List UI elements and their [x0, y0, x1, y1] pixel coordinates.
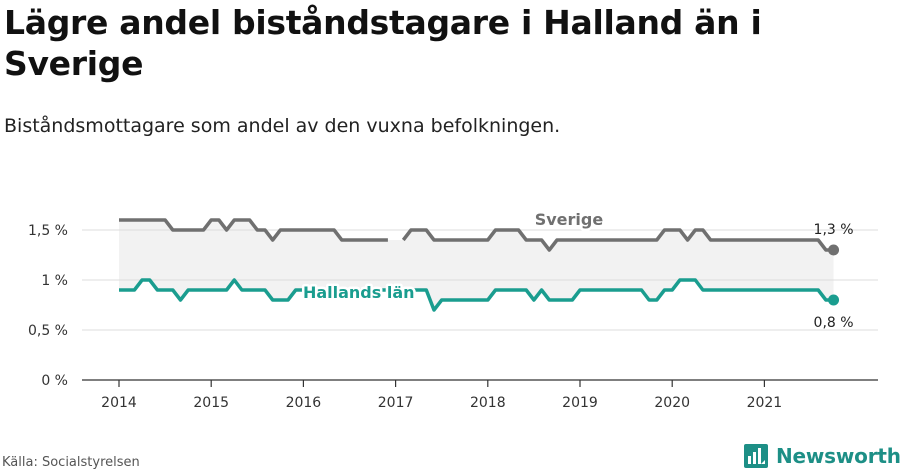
- end-value-label: 1,3 %: [814, 222, 854, 238]
- end-value-label: 0,8 %: [814, 315, 854, 331]
- source-note: Källa: Socialstyrelsen: [2, 455, 140, 470]
- grid-layer: 0 % 0,5 % 1 % 1,5 % 2014 2015 2016 2017 2018 2019…: [28, 223, 878, 411]
- series-line-sverige: [119, 218, 388, 242]
- series-line-halland: [403, 278, 834, 312]
- brand-name: Newsworthy: [776, 444, 900, 468]
- series-label-sverige: Sverige: [535, 210, 604, 229]
- y-tick-label: 1,5 %: [28, 223, 68, 239]
- range-band-layer: [119, 220, 834, 310]
- x-tick-label: 2016: [286, 395, 322, 411]
- page-title: Lägre andel biståndstagare i Halland än …: [4, 3, 762, 83]
- series-label-halland: Hallands län: [303, 283, 415, 302]
- page-subtitle: Biståndsmottagare som andel av den vuxna…: [4, 115, 561, 137]
- end-point-halland: [828, 294, 840, 306]
- brand-logo: Newsworthy: [744, 442, 900, 470]
- x-tick-label: 2019: [562, 395, 598, 411]
- newsworthy-logo-icon: [744, 444, 768, 468]
- x-tick-label: 2021: [747, 395, 783, 411]
- y-tick-label: 0 %: [41, 373, 68, 389]
- series-layer: [119, 218, 840, 312]
- series-line-sverige: [401, 228, 834, 252]
- y-tick-label: 1 %: [41, 273, 68, 289]
- end-point-sverige: [828, 244, 840, 256]
- x-tick-label: 2015: [193, 395, 229, 411]
- y-tick-label: 0,5 %: [28, 323, 68, 339]
- x-tick-label: 2014: [101, 395, 137, 411]
- x-tick-label: 2017: [378, 395, 414, 411]
- label-layer: 1,3 % 0,8 % Sverige Hallands län: [300, 208, 854, 332]
- x-tick-label: 2018: [470, 395, 506, 411]
- series-line-halland: [119, 278, 388, 302]
- range-band: [119, 220, 834, 310]
- x-tick-label: 2020: [654, 395, 690, 411]
